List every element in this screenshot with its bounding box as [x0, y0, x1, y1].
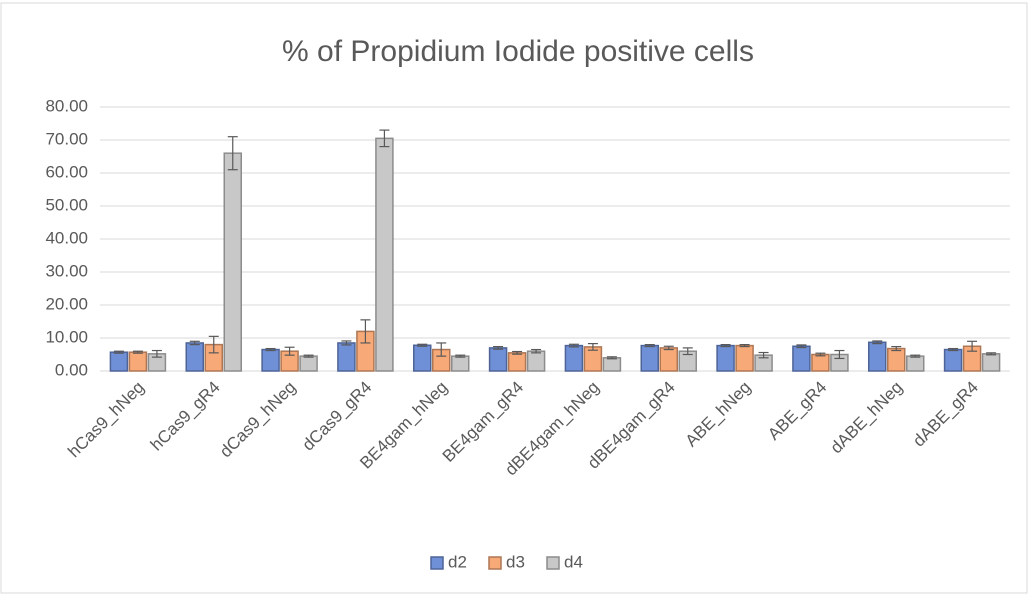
bar: [526, 350, 546, 372]
error-bar: [739, 344, 750, 348]
error-bar: [796, 344, 807, 349]
bar: [811, 353, 830, 372]
bar: [109, 351, 129, 372]
y-tick-label: 50.00: [45, 195, 88, 214]
error-bar: [417, 343, 428, 347]
bar: [943, 348, 963, 372]
error-bar: [872, 340, 883, 345]
bar: [451, 355, 470, 372]
y-tick-label: 20.00: [45, 294, 88, 313]
error-bar: [644, 344, 655, 348]
error-bar: [341, 340, 352, 346]
y-tick-label: 30.00: [45, 261, 88, 280]
error-bar: [208, 335, 219, 354]
error-bar: [379, 129, 390, 148]
error-bar: [227, 136, 238, 171]
error-bar: [682, 347, 693, 356]
bar: [716, 344, 735, 372]
bar: [128, 351, 148, 372]
bar: [564, 344, 584, 372]
bar: [981, 353, 1001, 372]
bar: [413, 344, 432, 372]
bar: [792, 345, 811, 372]
error-bar: [113, 350, 124, 354]
error-bar: [910, 354, 921, 358]
bar: [659, 347, 678, 372]
error-bar: [948, 347, 959, 352]
error-bar: [265, 347, 276, 352]
bar: [887, 347, 906, 372]
error-bar: [815, 352, 826, 357]
error-bar: [132, 350, 143, 354]
error-bar: [455, 354, 466, 358]
legend-label: d2: [448, 552, 467, 571]
y-tick-label: 40.00: [45, 228, 88, 247]
error-bar: [189, 340, 200, 346]
bar: [375, 137, 394, 372]
error-bar: [587, 343, 598, 351]
bar: [261, 348, 280, 372]
error-bar: [606, 356, 617, 360]
bar: [507, 352, 527, 372]
error-bar: [758, 351, 769, 359]
y-tick-label: 80.00: [45, 96, 88, 115]
error-bar: [720, 344, 731, 348]
error-bar: [663, 345, 674, 351]
error-bar: [512, 350, 523, 355]
error-bar: [436, 342, 447, 357]
legend-swatch: [488, 556, 502, 570]
bar: [735, 344, 754, 372]
error-bar: [151, 349, 162, 358]
bar: [223, 152, 242, 372]
bar: [185, 342, 204, 372]
error-bar: [986, 352, 997, 356]
error-bar: [967, 340, 978, 352]
legend-swatch: [430, 556, 444, 570]
legend-label: d4: [564, 552, 583, 571]
error-bar: [493, 345, 504, 350]
bar: [488, 347, 508, 372]
error-bar: [531, 348, 542, 354]
y-tick-label: 0.00: [55, 360, 88, 379]
y-tick-label: 70.00: [45, 129, 88, 148]
error-bar: [284, 346, 295, 356]
bar: [602, 357, 622, 372]
y-tick-label: 60.00: [45, 162, 88, 181]
legend-label: d3: [506, 552, 525, 571]
bar: [906, 355, 925, 372]
error-bar: [303, 354, 314, 358]
bar: [868, 341, 887, 372]
legend-swatch: [546, 556, 560, 570]
bar: [299, 355, 318, 372]
error-bar: [360, 319, 371, 344]
error-bar: [891, 345, 902, 352]
chart-title: % of Propidium Iodide positive cells: [282, 35, 754, 68]
error-bar: [834, 349, 845, 360]
bar: [337, 342, 356, 372]
bar: [640, 344, 659, 372]
error-bar: [568, 343, 579, 348]
y-tick-label: 10.00: [45, 327, 88, 346]
